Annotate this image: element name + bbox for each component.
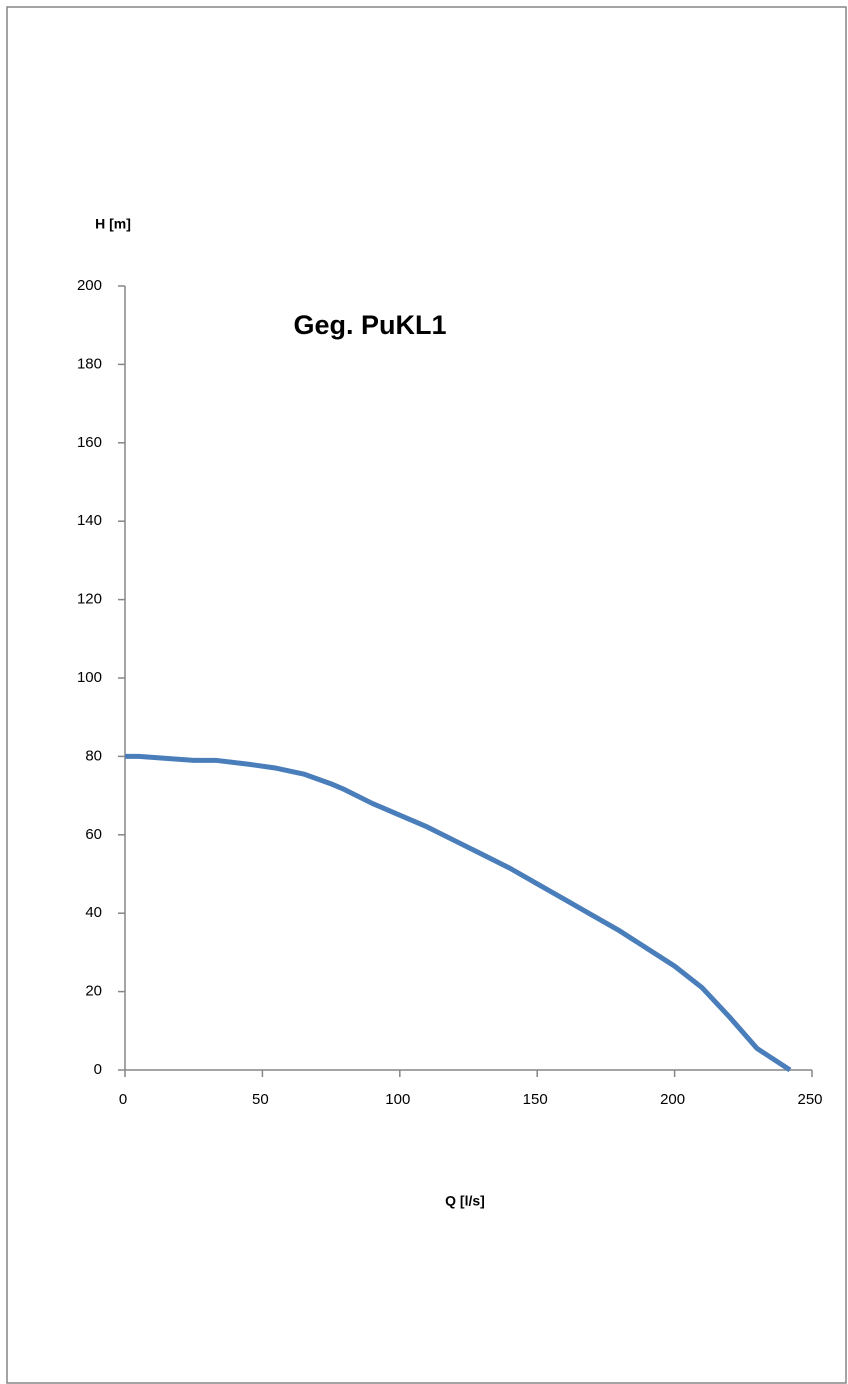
y-tick-label: 180 (77, 355, 102, 372)
x-tick-label: 100 (385, 1091, 410, 1108)
x-axis-label: Q [l/s] (445, 1193, 485, 1209)
y-tick-label: 140 (77, 512, 102, 529)
x-tick-label: 250 (797, 1091, 822, 1108)
y-tick-label: 80 (85, 747, 102, 764)
y-tick-label: 0 (94, 1061, 102, 1078)
y-tick-label: 120 (77, 591, 102, 608)
y-tick-label: 60 (85, 826, 102, 843)
y-tick-label: 200 (77, 277, 102, 294)
y-axis-label: H [m] (95, 216, 131, 232)
y-tick-label: 20 (85, 983, 102, 1000)
x-tick-label: 150 (523, 1091, 548, 1108)
chart-frame (6, 6, 847, 1384)
x-tick-label: 0 (119, 1091, 127, 1108)
data-line (125, 753, 792, 1073)
y-tick-label: 160 (77, 434, 102, 451)
y-tick-label: 100 (77, 669, 102, 686)
x-tick-label: 50 (252, 1091, 269, 1108)
y-tick-label: 40 (85, 904, 102, 921)
chart-title: Geg. PuKL1 (293, 310, 446, 340)
x-tick-label: 200 (660, 1091, 685, 1108)
